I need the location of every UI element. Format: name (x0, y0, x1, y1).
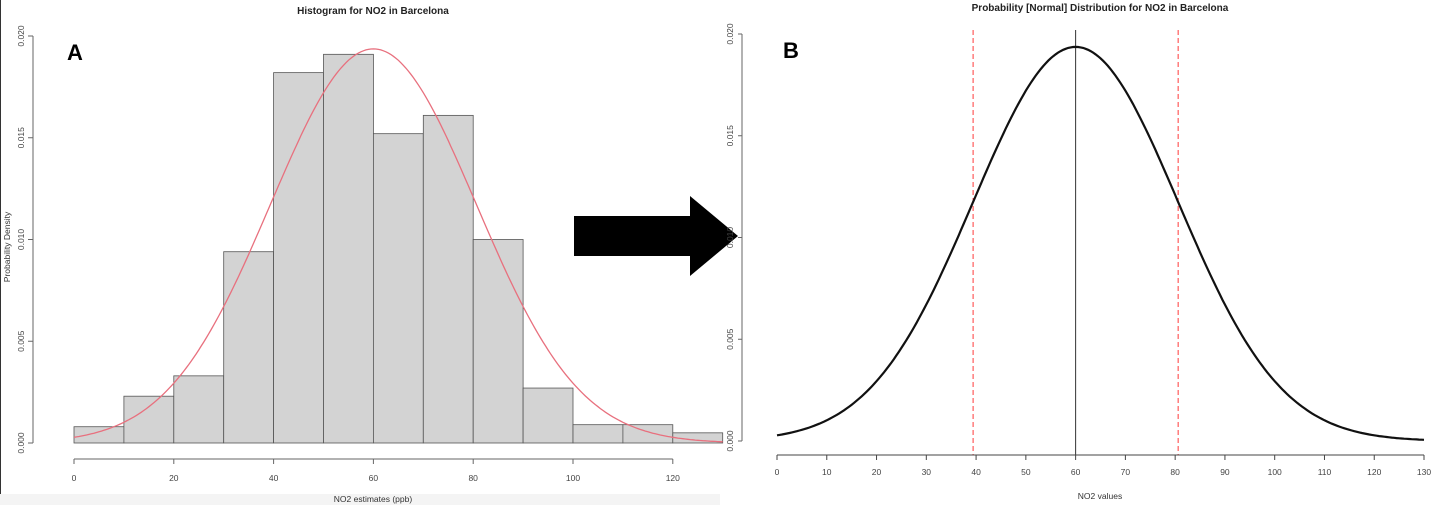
histogram-bar (273, 72, 324, 444)
y-tick-label: 0.015 (16, 127, 26, 149)
y-tick-label: 0.005 (725, 328, 735, 350)
x-tick-label: 70 (1121, 467, 1131, 477)
histogram-bar (622, 424, 674, 444)
histogram-bar (123, 395, 175, 444)
histogram-bar (73, 426, 125, 444)
y-tick-label: 0.000 (16, 432, 26, 454)
chart-a-xlabel: NO2 estimates (ppb) (334, 494, 413, 504)
histogram-bar (572, 424, 624, 444)
y-tick-label: 0.015 (725, 125, 735, 147)
x-tick-label: 80 (1170, 467, 1180, 477)
x-tick-label: 80 (468, 473, 478, 483)
chart-b-title: Probability [Normal] Distribution for NO… (972, 3, 1229, 14)
histogram-bar (323, 53, 374, 444)
y-tick-label: 0.020 (725, 23, 735, 45)
panel-label-a: A (67, 40, 83, 65)
normal-curve-overlay (73, 48, 723, 443)
y-tick-label: 0.020 (16, 25, 26, 47)
histogram-bar (422, 114, 474, 444)
chart-a-title: Histogram for NO2 in Barcelona (297, 6, 449, 17)
y-tick-label: 0.000 (725, 430, 735, 452)
x-tick-label: 90 (1220, 467, 1230, 477)
x-tick-label: 0 (72, 473, 77, 483)
x-tick-label: 120 (1367, 467, 1381, 477)
normal-density-curve (776, 45, 1425, 441)
histogram-bar (522, 387, 574, 444)
x-tick-label: 40 (269, 473, 279, 483)
x-tick-label: 40 (971, 467, 981, 477)
x-tick-label: 60 (369, 473, 379, 483)
histogram-chart: Histogram for NO2 in Barcelona A Probabi… (2, 6, 724, 504)
y-tick-label: 0.005 (16, 330, 26, 352)
panel-label-b: B (783, 38, 799, 63)
chart-a-ylabel: Probability Density (2, 211, 12, 282)
normal-distribution-chart: Probability [Normal] Distribution for NO… (725, 3, 1431, 501)
y-tick-label: 0.010 (725, 227, 735, 249)
x-tick-label: 10 (822, 467, 832, 477)
x-tick-label: 0 (775, 467, 780, 477)
x-tick-label: 110 (1318, 467, 1332, 477)
histogram-bar (223, 251, 274, 444)
x-tick-label: 20 (169, 473, 179, 483)
x-tick-label: 60 (1071, 467, 1081, 477)
x-tick-label: 120 (666, 473, 680, 483)
x-tick-label: 100 (566, 473, 580, 483)
right-arrow-icon (574, 196, 738, 276)
x-tick-label: 50 (1021, 467, 1031, 477)
chart-b-xlabel: NO2 values (1078, 491, 1122, 501)
y-tick-label: 0.010 (16, 229, 26, 251)
histogram-bar (372, 133, 424, 444)
x-tick-label: 30 (922, 467, 932, 477)
histogram-bar (472, 239, 524, 444)
x-tick-label: 20 (872, 467, 882, 477)
x-tick-label: 130 (1417, 467, 1431, 477)
x-tick-label: 100 (1268, 467, 1282, 477)
bottom-strip (0, 494, 720, 505)
histogram-bar (173, 375, 225, 444)
